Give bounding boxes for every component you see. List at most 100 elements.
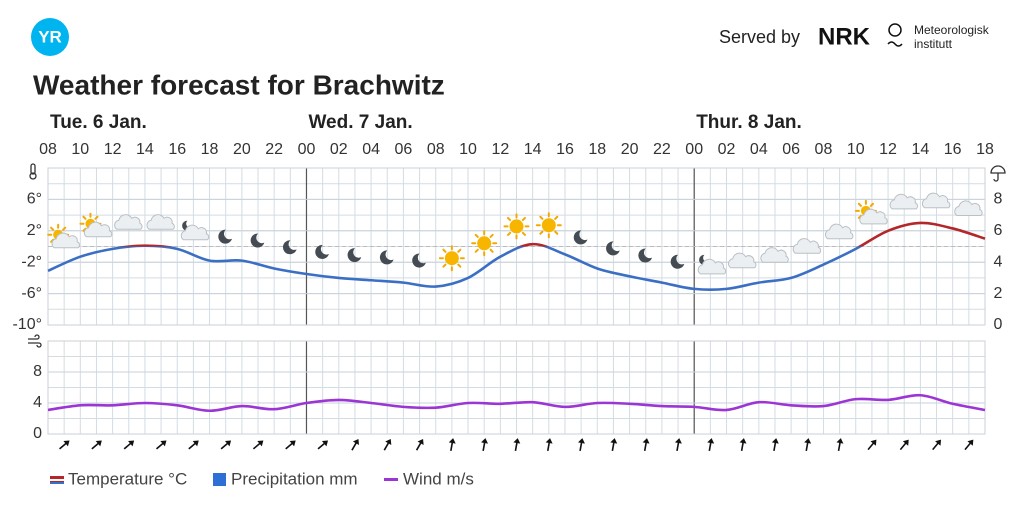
arrow-head: [902, 439, 909, 446]
arrow-head: [707, 438, 715, 444]
weather-symbol: [79, 212, 113, 238]
wind-arrow: [91, 440, 102, 450]
moon: [573, 230, 588, 245]
arrow-head: [192, 440, 199, 447]
weather-symbol: [760, 247, 789, 263]
day-label: Thur. 8 Jan.: [696, 112, 802, 133]
wind-arrow: [252, 440, 264, 450]
legend-swatch: [384, 478, 398, 481]
arrow-head: [804, 438, 812, 444]
cloud: [146, 214, 175, 230]
sun-ray: [62, 226, 67, 231]
served-by: Served by: [719, 27, 800, 47]
weather-symbol: [825, 223, 854, 240]
arrow-head: [289, 440, 296, 447]
cloud: [728, 252, 757, 269]
x-tick-label: 12: [104, 141, 122, 158]
cloud: [697, 258, 727, 275]
thermometer-icon: [29, 163, 37, 180]
sun-ray: [474, 233, 479, 238]
legend-swatch: [50, 479, 64, 481]
wind-arrow: [383, 438, 392, 451]
weather-symbol: [282, 240, 297, 255]
wind-arrow: [932, 439, 942, 451]
moon: [250, 233, 265, 248]
moon: [282, 240, 297, 255]
cloud: [760, 247, 789, 263]
weather-symbol: [921, 192, 951, 209]
wind-arrow: [674, 438, 682, 452]
moon: [412, 253, 426, 268]
logo: YR: [38, 27, 62, 46]
x-tick-label: 00: [685, 141, 703, 158]
weather-symbol: [146, 214, 175, 230]
sun-ray: [521, 216, 526, 222]
arrow-head: [160, 440, 167, 447]
cloud: [921, 192, 951, 209]
wind-arrow: [804, 438, 812, 452]
x-tick-label: 14: [524, 141, 542, 158]
sun: [477, 236, 492, 251]
weather-symbol: [638, 248, 653, 263]
arrow-head: [771, 438, 779, 444]
sun-ray: [507, 216, 512, 222]
x-tick-label: 02: [330, 141, 348, 158]
met-logo: [888, 23, 902, 37]
weather-symbol: [670, 254, 685, 269]
sun: [541, 218, 556, 233]
legend-swatch: [213, 473, 226, 486]
y-tick-label: 8: [33, 363, 42, 380]
arrow-head: [448, 438, 456, 444]
moon: [379, 250, 394, 265]
umbrella-icon: [990, 165, 1006, 182]
x-tick-label: 18: [976, 141, 994, 158]
sun-ray: [442, 248, 447, 253]
wind-arrow: [707, 438, 715, 452]
weather-symbol: [954, 200, 983, 217]
wind-arrow: [188, 440, 199, 450]
weather-symbol: [606, 241, 620, 256]
y2-tick-label: 4: [994, 253, 1003, 270]
wind-arrow: [771, 438, 779, 452]
nrk-logo: NRK: [818, 23, 871, 50]
x-tick-label: 12: [879, 141, 897, 158]
wind-arrow: [220, 440, 232, 450]
legend-label: Wind m/s: [403, 469, 474, 488]
wind-arrow: [415, 438, 424, 451]
weather-symbol: [180, 220, 210, 241]
x-tick-label: 02: [718, 141, 736, 158]
x-tick-label: 22: [265, 141, 283, 158]
weather-symbol: [471, 230, 498, 257]
weather-symbol: [854, 199, 888, 225]
arrow-head: [352, 438, 359, 446]
weather-symbol: [503, 213, 530, 240]
wind-icon: [28, 334, 42, 348]
cloud: [180, 224, 210, 241]
sun-ray: [94, 215, 99, 220]
weather-symbol: [792, 238, 822, 254]
cloud: [889, 193, 919, 210]
moon: [606, 241, 620, 256]
arrow-head: [545, 438, 553, 444]
wind-arrow: [285, 440, 296, 450]
moon: [218, 229, 233, 244]
arrow-head: [739, 438, 747, 444]
weather-symbol: [379, 250, 394, 265]
x-tick-label: 06: [782, 141, 800, 158]
sun-ray: [442, 263, 447, 268]
day-label: Tue. 6 Jan.: [50, 112, 147, 133]
weather-symbol: [218, 229, 233, 244]
y2-tick-label: 0: [994, 316, 1003, 333]
arrow-head: [967, 439, 974, 446]
x-tick-label: 14: [136, 141, 154, 158]
met-logo-wave: [887, 41, 903, 47]
arrow-head: [95, 440, 102, 447]
sun-ray: [507, 231, 512, 236]
arrow-head: [870, 439, 877, 446]
arrow-head: [610, 438, 618, 444]
series-line: [47, 393, 986, 413]
y-tick-label: 6°: [27, 191, 42, 208]
x-tick-label: 18: [201, 141, 219, 158]
arrow-head: [321, 440, 329, 447]
